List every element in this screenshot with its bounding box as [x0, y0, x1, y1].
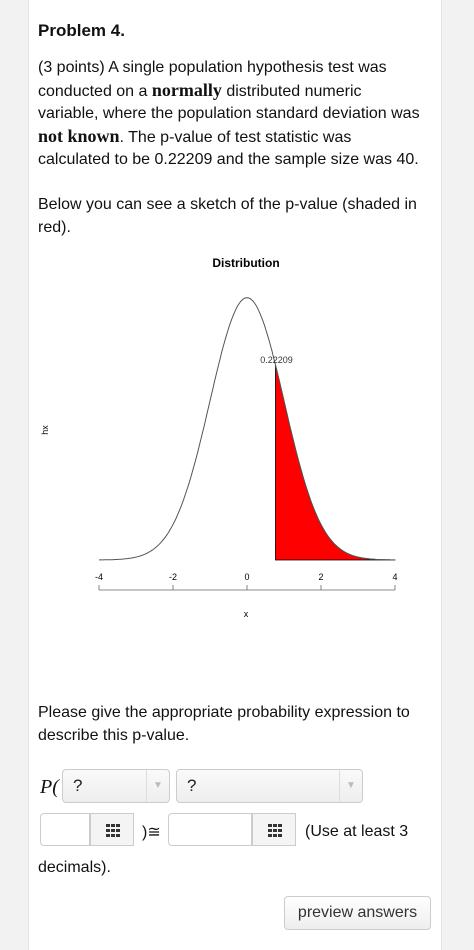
intro-line: variable, where the population standard …	[38, 105, 420, 123]
keypad-icon	[106, 824, 120, 837]
chart-title: Distribution	[212, 256, 279, 270]
select[interactable]: ? ▼	[62, 769, 170, 803]
button-text: preview answers	[297, 904, 418, 921]
annotation: 0.22209	[260, 355, 293, 365]
chart: Distribution x hx 0.22209 -4 -2 0 2 4	[38, 240, 432, 632]
sketch-text: Below you can see a sketch of the p-valu…	[38, 196, 417, 213]
x-axis-label: x	[244, 609, 249, 619]
hint-text: (Use at least 3	[305, 823, 409, 840]
x-tick-label: 4	[392, 572, 397, 582]
text: calculated to be 0.22209 and the sample …	[38, 151, 419, 168]
x-tick-label: 0	[244, 572, 249, 582]
intro-line: not known. The p-value of test statistic…	[38, 126, 351, 147]
intro-line: calculated to be 0.22209 and the sample …	[38, 151, 419, 169]
intro-line: conducted on a normally distributed nume…	[38, 80, 362, 101]
approx-sign: )≅	[142, 824, 161, 841]
text: distributed numeric	[221, 83, 362, 100]
keypad-icon	[268, 824, 282, 837]
x-tick-label: -2	[169, 572, 177, 582]
dropdown-arrow: ▼	[339, 770, 362, 802]
question-text: Please give the appropriate probability …	[38, 704, 410, 721]
text: . The p-value of test statistic was	[119, 129, 352, 146]
x-tick-label: -4	[95, 572, 103, 582]
sketch-text: red).	[38, 219, 71, 236]
density-curve	[99, 297, 395, 561]
intro-line: (3 points) A single population hypothesi…	[38, 59, 387, 77]
dropdown-arrow: ▼	[146, 770, 169, 802]
keypad-button[interactable]	[90, 813, 134, 846]
input[interactable]	[168, 813, 252, 846]
emphasis: not known	[38, 126, 120, 146]
y-axis-label: hx	[40, 425, 50, 435]
prefix: P(	[40, 776, 59, 798]
keypad-button[interactable]	[252, 813, 296, 846]
text: (3 points) A single population hypothesi…	[38, 59, 387, 76]
hint-text: decimals).	[38, 859, 111, 876]
question-text: describe this p-value.	[38, 727, 190, 744]
preview-button[interactable]: preview answers	[284, 896, 431, 930]
input[interactable]	[40, 813, 90, 846]
select-text: ?	[187, 776, 197, 795]
emphasis: normally	[151, 80, 222, 100]
text: variable, where the population standard …	[38, 105, 420, 122]
x-tick-label: 2	[318, 572, 323, 582]
problem-title: Problem 4.	[38, 21, 125, 40]
select-text: ?	[73, 776, 83, 795]
chart-background	[38, 240, 432, 632]
select[interactable]: ? ▼	[176, 769, 363, 803]
text: conducted on a	[38, 83, 152, 100]
